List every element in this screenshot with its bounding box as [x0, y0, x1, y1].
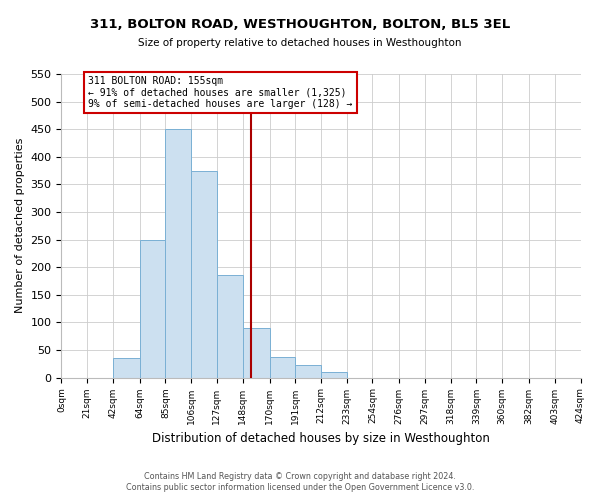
- Bar: [217, 276, 242, 378]
- Y-axis label: Number of detached properties: Number of detached properties: [15, 138, 25, 314]
- Bar: [269, 356, 295, 378]
- Text: Contains public sector information licensed under the Open Government Licence v3: Contains public sector information licen…: [126, 484, 474, 492]
- Bar: [295, 366, 321, 378]
- Bar: [321, 372, 347, 378]
- X-axis label: Distribution of detached houses by size in Westhoughton: Distribution of detached houses by size …: [152, 432, 490, 445]
- Bar: [113, 358, 140, 378]
- Text: 311 BOLTON ROAD: 155sqm
← 91% of detached houses are smaller (1,325)
9% of semi-: 311 BOLTON ROAD: 155sqm ← 91% of detache…: [88, 76, 353, 108]
- Bar: [140, 240, 166, 378]
- Text: 311, BOLTON ROAD, WESTHOUGHTON, BOLTON, BL5 3EL: 311, BOLTON ROAD, WESTHOUGHTON, BOLTON, …: [90, 18, 510, 30]
- Bar: [191, 170, 217, 378]
- Bar: [166, 129, 191, 378]
- Text: Size of property relative to detached houses in Westhoughton: Size of property relative to detached ho…: [138, 38, 462, 48]
- Text: Contains HM Land Registry data © Crown copyright and database right 2024.: Contains HM Land Registry data © Crown c…: [144, 472, 456, 481]
- Bar: [242, 328, 269, 378]
